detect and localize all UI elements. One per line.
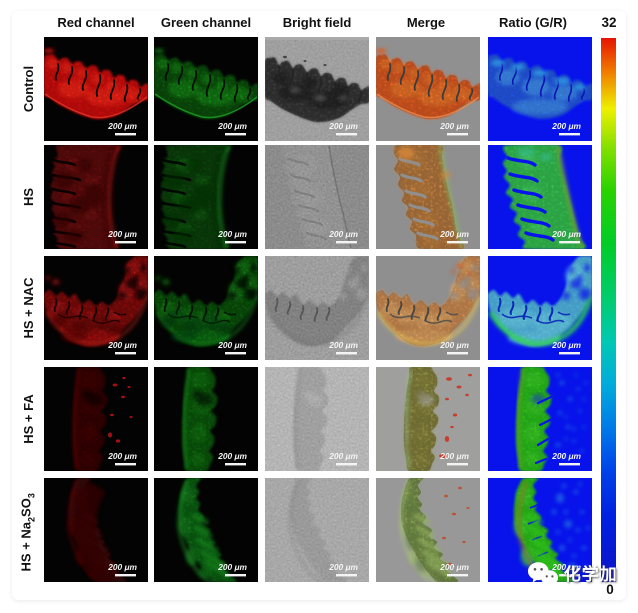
svg-text:200 μm: 200 μm xyxy=(107,562,137,572)
svg-text:200 μm: 200 μm xyxy=(328,340,358,350)
svg-text:200 μm: 200 μm xyxy=(439,340,469,350)
svg-text:200 μm: 200 μm xyxy=(107,229,137,239)
svg-text:200 μm: 200 μm xyxy=(107,121,137,131)
svg-text:200 μm: 200 μm xyxy=(107,451,137,461)
svg-text:200 μm: 200 μm xyxy=(328,451,358,461)
svg-text:200 μm: 200 μm xyxy=(328,229,358,239)
svg-text:200 μm: 200 μm xyxy=(551,340,581,350)
svg-text:200 μm: 200 μm xyxy=(551,229,581,239)
svg-text:200 μm: 200 μm xyxy=(328,121,358,131)
svg-text:200 μm: 200 μm xyxy=(439,451,469,461)
svg-text:200 μm: 200 μm xyxy=(217,121,247,131)
svg-text:200 μm: 200 μm xyxy=(439,229,469,239)
svg-text:200 μm: 200 μm xyxy=(551,451,581,461)
svg-text:200 μm: 200 μm xyxy=(328,562,358,572)
svg-text:200 μm: 200 μm xyxy=(551,121,581,131)
svg-text:200 μm: 200 μm xyxy=(217,340,247,350)
svg-text:200 μm: 200 μm xyxy=(439,121,469,131)
svg-text:200 μm: 200 μm xyxy=(217,451,247,461)
svg-text:200 μm: 200 μm xyxy=(217,229,247,239)
svg-text:200 μm: 200 μm xyxy=(439,562,469,572)
svg-text:200 μm: 200 μm xyxy=(107,340,137,350)
svg-text:200 μm: 200 μm xyxy=(217,562,247,572)
svg-text:200 μm: 200 μm xyxy=(551,562,581,572)
